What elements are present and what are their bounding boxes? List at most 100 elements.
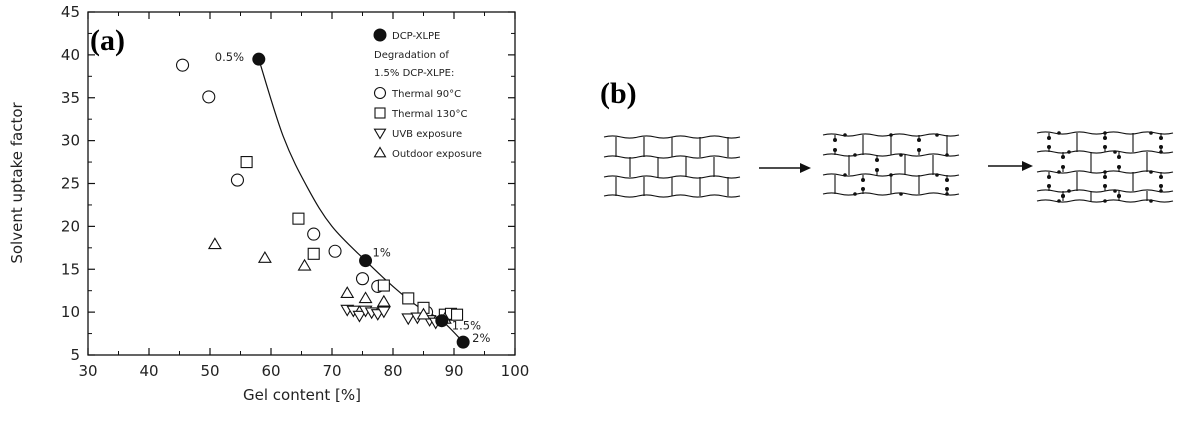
legend-heading-line: Degradation of	[374, 50, 449, 61]
legend-marker	[373, 128, 387, 140]
scission-dot	[1113, 150, 1117, 154]
y-tick-label: 35	[61, 89, 80, 107]
point-uvb-exposure	[352, 310, 367, 323]
point-label: 1.5%	[452, 319, 481, 333]
x-tick-label: 90	[444, 362, 463, 380]
scission-dot	[889, 133, 893, 137]
point-label: 0.5%	[215, 50, 244, 64]
point-thermal-90-c	[202, 90, 216, 104]
scission-dot	[889, 173, 893, 177]
y-tick-label: 20	[61, 217, 80, 235]
point-outdoor-exposure	[358, 291, 373, 304]
point-uvb-exposure	[376, 306, 391, 319]
scission-dot	[1057, 131, 1061, 135]
legend-label: Thermal 90°C	[391, 89, 461, 100]
x-tick-label: 80	[383, 362, 402, 380]
point-outdoor-exposure	[257, 251, 272, 263]
data-points	[176, 52, 470, 349]
point-outdoor-exposure	[376, 294, 391, 307]
point-label: 1%	[373, 246, 391, 260]
scission-dot	[1103, 199, 1107, 203]
scission-dot	[945, 153, 949, 157]
scission-dot	[1149, 170, 1153, 174]
chain-end-dot	[945, 187, 949, 191]
y-tick-label: 25	[61, 175, 80, 193]
x-tick-label: 30	[78, 362, 97, 380]
y-tick-label: 30	[61, 132, 80, 150]
point-thermal-130-c	[292, 212, 305, 225]
chain-end-dot	[1061, 165, 1065, 169]
point-labels: 0.5% 1% 1.5%2%	[215, 50, 491, 345]
chain-end-dot	[1047, 175, 1051, 179]
chain-end-dot	[1159, 145, 1163, 149]
chain-end-dot	[833, 138, 837, 142]
chain-end-dot	[917, 138, 921, 142]
scission-dot	[935, 173, 939, 177]
chain-end-dot	[875, 158, 879, 162]
chain-end-dot	[1061, 155, 1065, 159]
chain-end-dot	[917, 148, 921, 152]
scission-dot	[843, 133, 847, 137]
point-thermal-90-c	[230, 173, 244, 187]
y-tick-label: 10	[61, 303, 80, 321]
arrow-head-1	[800, 163, 811, 173]
chain-end-dot	[875, 168, 879, 172]
point-dcp-xlpe	[252, 52, 266, 66]
point-thermal-90-c	[176, 58, 190, 72]
legend-marker-dcp-xlpe	[373, 28, 387, 42]
panel-a-chart: 30 40 50 60 70 80 90 100 5 10 15 20 25 30 35 40 45 0.5% 1…	[8, 3, 529, 404]
chain-end-dot	[1159, 136, 1163, 140]
arrow-head-2	[1022, 161, 1033, 171]
legend-marker	[373, 86, 387, 100]
x-tick-label: 100	[501, 362, 530, 380]
chain-end-dot	[1117, 165, 1121, 169]
scission-dot	[1149, 131, 1153, 135]
scission-dot	[1149, 199, 1153, 203]
scission-dot	[1067, 150, 1071, 154]
chain-end-dot	[1103, 175, 1107, 179]
point-thermal-90-c	[328, 244, 342, 258]
y-tick-label: 5	[70, 346, 80, 364]
chain-end-dot	[1047, 145, 1051, 149]
legend-marker	[373, 146, 387, 158]
x-tick-label: 50	[200, 362, 219, 380]
chain-end-dot	[1117, 194, 1121, 198]
scission-dot	[853, 153, 857, 157]
scission-dot	[1103, 131, 1107, 135]
point-outdoor-exposure	[207, 237, 222, 250]
x-axis-label: Gel content [%]	[243, 386, 361, 404]
point-thermal-90-c	[355, 272, 370, 286]
point-thermal-130-c	[377, 279, 390, 292]
scission-dot	[1067, 189, 1071, 193]
point-label: 2%	[472, 331, 490, 345]
chain-end-dot	[1117, 155, 1121, 159]
scission-dot	[1103, 170, 1107, 174]
x-tick-label: 70	[322, 362, 341, 380]
point-thermal-130-c	[402, 292, 415, 305]
scission-dot	[935, 133, 939, 137]
point-thermal-130-c	[240, 156, 253, 169]
chain-end-dot	[861, 187, 865, 191]
scission-dot	[1159, 150, 1163, 154]
panel-a-label: (a)	[90, 24, 125, 57]
point-dcp-xlpe	[456, 335, 470, 349]
legend: DCP-XLPE Degradation of 1.5% DCP-XLPE: Ther…	[373, 28, 482, 160]
scission-dot	[843, 173, 847, 177]
scission-dot	[1159, 189, 1163, 193]
chain-end-dot	[1103, 136, 1107, 140]
chain-end-dot	[833, 148, 837, 152]
panel-b-label: (b)	[600, 77, 637, 110]
scission-dot	[853, 192, 857, 196]
point-thermal-90-c	[307, 227, 321, 241]
chain-end-dot	[861, 178, 865, 182]
x-tick-label: 60	[261, 362, 280, 380]
crosslink-network-schematic	[603, 131, 1174, 203]
scission-dot	[1057, 170, 1061, 174]
x-tick-label: 40	[139, 362, 158, 380]
chain-end-dot	[1159, 175, 1163, 179]
point-thermal-130-c	[307, 247, 320, 260]
legend-label: UVB exposure	[392, 129, 462, 140]
y-tick-label: 15	[61, 260, 80, 278]
axis-ticks: 30 40 50 60 70 80 90 100 5 10 15 20 25 30 35 40 45	[61, 3, 529, 380]
